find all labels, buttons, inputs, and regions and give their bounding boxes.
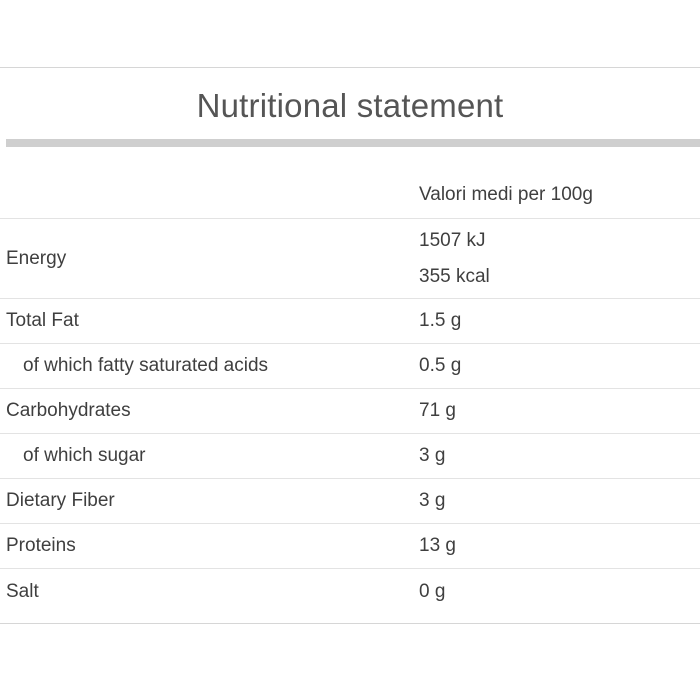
nutrient-value: 3 g: [419, 445, 446, 466]
nutrient-label: of which sugar: [23, 445, 146, 466]
nutrient-label: of which fatty saturated acids: [23, 355, 269, 376]
nutrient-value: 13 g: [419, 535, 456, 556]
nutrient-value: 0 g: [419, 580, 446, 602]
nutrient-column-header: [0, 172, 419, 219]
page-title: Nutritional statement: [196, 87, 504, 124]
table-row-salt: Salt 0 g: [0, 569, 700, 614]
nutrient-label: Dietary Fiber: [6, 490, 115, 511]
nutrient-value: 71 g: [419, 400, 456, 421]
table-row-proteins: Proteins 13 g: [0, 524, 700, 569]
nutrient-label: Energy: [6, 247, 67, 269]
nutrition-panel: [0, 67, 700, 624]
nutrition-table: Valori medi per 100g Energy 1507 kJ 355 …: [0, 172, 700, 614]
nutrient-value: 3 g: [419, 490, 446, 511]
table-row-energy: Energy 1507 kJ 355 kcal: [0, 219, 700, 299]
table-row-dietary-fiber: Dietary Fiber 3 g: [0, 479, 700, 524]
nutrient-label: Salt: [6, 580, 39, 602]
energy-kj-value: 1507 kJ: [419, 229, 486, 251]
value-column-header: Valori medi per 100g: [419, 184, 593, 205]
energy-kcal-value: 355 kcal: [419, 265, 490, 287]
nutrient-value: 1.5 g: [419, 310, 462, 331]
title-underline: [6, 139, 700, 147]
nutrient-label: Proteins: [6, 535, 76, 556]
nutrient-value: 1507 kJ 355 kcal: [419, 223, 700, 295]
nutrient-label: Carbohydrates: [6, 400, 131, 421]
nutrient-label: Total Fat: [6, 310, 79, 331]
table-row-total-fat: Total Fat 1.5 g: [0, 299, 700, 344]
table-header-row: Valori medi per 100g: [0, 172, 700, 219]
table-row-carbohydrates: Carbohydrates 71 g: [0, 389, 700, 434]
nutrient-value: 0.5 g: [419, 355, 462, 376]
table-row-sugar: of which sugar 3 g: [0, 434, 700, 479]
table-row-saturated-fat: of which fatty saturated acids 0.5 g: [0, 344, 700, 389]
